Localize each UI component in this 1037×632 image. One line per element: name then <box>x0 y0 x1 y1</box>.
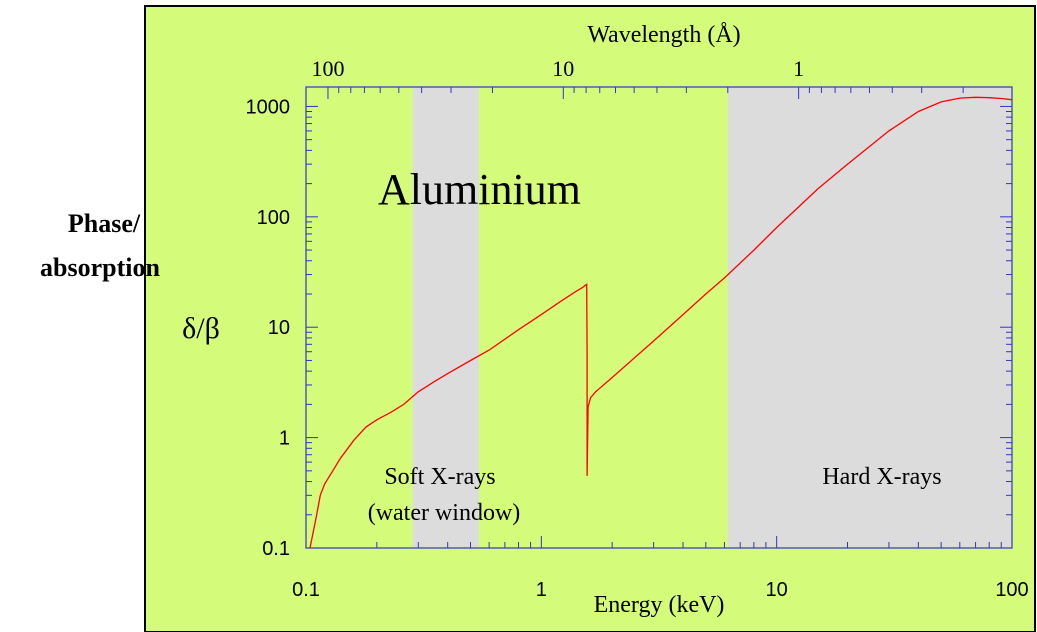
x2-tick-label: 1 <box>793 56 804 81</box>
top-axis-label: Wavelength (Å) <box>587 22 740 48</box>
x-tick-label: 10 <box>766 579 788 601</box>
tick-labels: 0.1 1 10 100 0.1 1 10 100 1000 100 10 1 <box>246 56 1029 601</box>
x-tick-label: 100 <box>995 579 1028 601</box>
y-tick-label: 1000 <box>246 96 291 118</box>
region-label-soft-line1: Soft X-rays <box>384 464 495 490</box>
x2-tick-label: 100 <box>311 56 344 81</box>
x2-tick-label: 10 <box>552 56 574 81</box>
y-axis-label-line2: absorption <box>40 253 160 282</box>
y-tick-label: 10 <box>268 317 290 339</box>
region-label-soft-line2: (water window) <box>368 500 521 526</box>
region-band-0 <box>412 87 479 548</box>
minor-ticks <box>306 87 1012 548</box>
y-tick-label: 100 <box>257 207 290 229</box>
x-tick-label: 0.1 <box>292 579 320 601</box>
y-tick-label: 0.1 <box>262 538 290 560</box>
region-label-hard: Hard X-rays <box>822 464 941 490</box>
y-axis-symbol: δ/β <box>182 312 220 345</box>
major-ticks <box>305 105 1013 549</box>
region-bands <box>412 87 1012 548</box>
y-tick-label: 1 <box>279 428 290 450</box>
region-band-1 <box>727 87 1012 548</box>
x-axis-label: Energy (keV) <box>594 592 725 618</box>
plot-area-frame <box>305 86 1013 549</box>
chart-title: Aluminium <box>378 165 581 214</box>
series-curve <box>309 96 1013 549</box>
y-axis-label-line1: Phase/ <box>68 209 141 238</box>
x-tick-label: 1 <box>536 579 547 601</box>
